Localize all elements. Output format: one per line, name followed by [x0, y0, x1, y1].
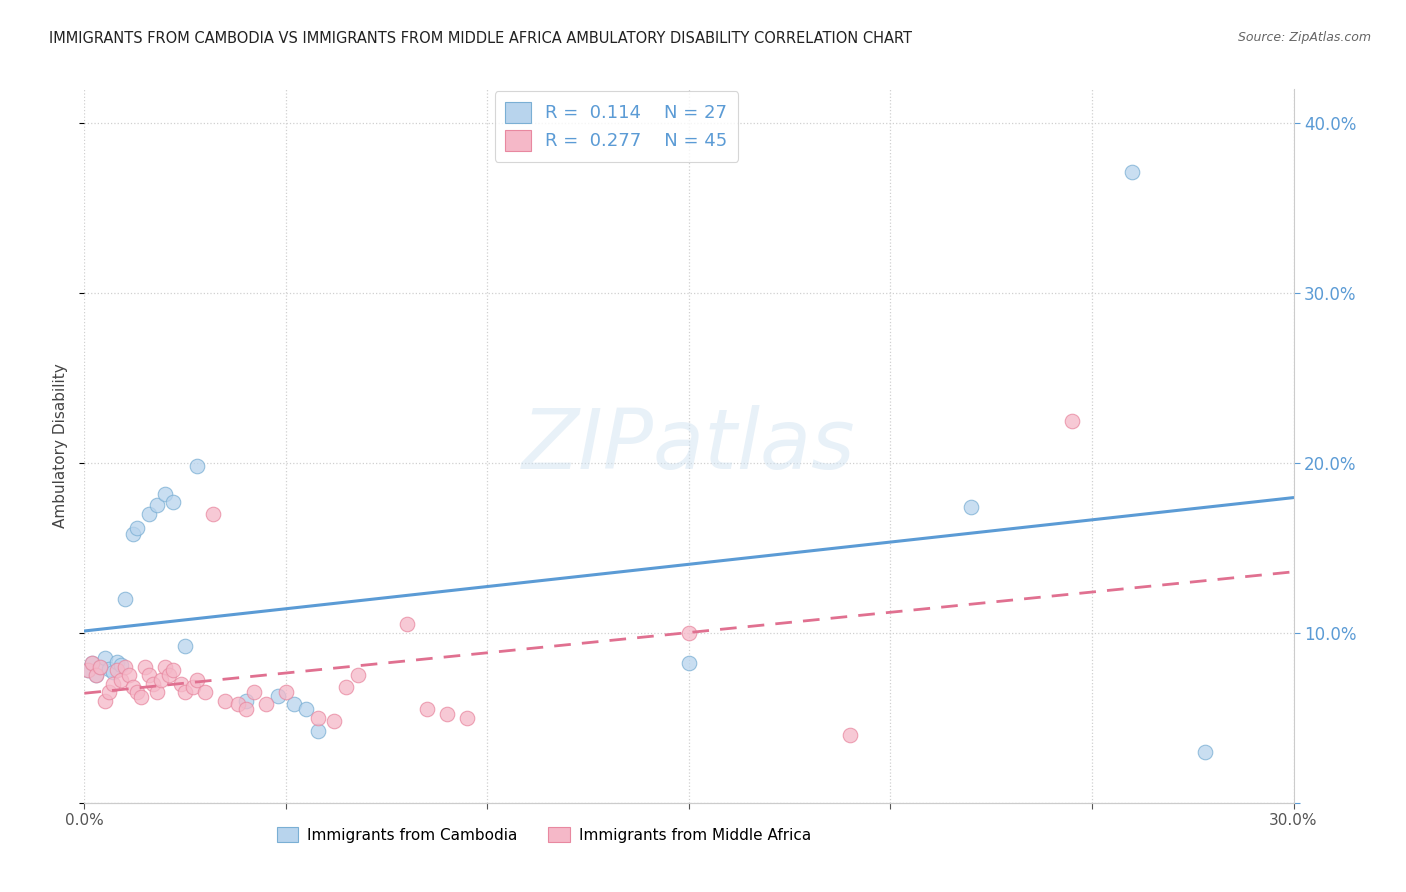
- Point: [149, 673, 172, 688]
- Point: [142, 677, 165, 691]
- Point: [77, 663, 100, 677]
- Point: [960, 500, 983, 515]
- Point: [202, 507, 225, 521]
- Point: [105, 655, 128, 669]
- Point: [162, 495, 184, 509]
- Point: [456, 711, 478, 725]
- Point: [181, 680, 204, 694]
- Point: [138, 668, 160, 682]
- Point: [1060, 413, 1083, 427]
- Point: [129, 690, 152, 705]
- Point: [162, 663, 184, 677]
- Point: [93, 694, 115, 708]
- Point: [153, 486, 176, 500]
- Point: [121, 680, 143, 694]
- Point: [347, 668, 370, 682]
- Legend: Immigrants from Cambodia, Immigrants from Middle Africa: Immigrants from Cambodia, Immigrants fro…: [270, 821, 817, 848]
- Point: [86, 668, 108, 682]
- Point: [157, 668, 180, 682]
- Point: [295, 702, 318, 716]
- Point: [274, 685, 297, 699]
- Text: Source: ZipAtlas.com: Source: ZipAtlas.com: [1237, 31, 1371, 45]
- Point: [323, 714, 346, 729]
- Point: [93, 651, 115, 665]
- Point: [170, 677, 193, 691]
- Point: [267, 689, 290, 703]
- Point: [97, 662, 120, 676]
- Point: [89, 660, 111, 674]
- Point: [307, 724, 329, 739]
- Point: [254, 698, 277, 712]
- Point: [134, 660, 156, 674]
- Point: [101, 665, 124, 679]
- Point: [101, 677, 124, 691]
- Point: [146, 685, 169, 699]
- Point: [194, 685, 217, 699]
- Point: [121, 527, 143, 541]
- Point: [1194, 745, 1216, 759]
- Point: [125, 520, 148, 534]
- Point: [125, 685, 148, 699]
- Point: [416, 702, 439, 716]
- Point: [105, 663, 128, 677]
- Point: [678, 657, 700, 671]
- Point: [174, 685, 197, 699]
- Point: [242, 685, 264, 699]
- Point: [77, 663, 100, 677]
- Y-axis label: Ambulatory Disability: Ambulatory Disability: [53, 364, 69, 528]
- Point: [82, 657, 104, 671]
- Point: [214, 694, 236, 708]
- Point: [436, 707, 458, 722]
- Point: [235, 702, 257, 716]
- Point: [186, 673, 208, 688]
- Point: [153, 660, 176, 674]
- Point: [138, 507, 160, 521]
- Point: [283, 698, 305, 712]
- Point: [678, 626, 700, 640]
- Point: [146, 499, 169, 513]
- Point: [97, 685, 120, 699]
- Point: [235, 694, 257, 708]
- Point: [114, 660, 136, 674]
- Point: [118, 668, 141, 682]
- Text: IMMIGRANTS FROM CAMBODIA VS IMMIGRANTS FROM MIDDLE AFRICA AMBULATORY DISABILITY : IMMIGRANTS FROM CAMBODIA VS IMMIGRANTS F…: [49, 31, 912, 46]
- Point: [89, 660, 111, 674]
- Text: ZIPatlas: ZIPatlas: [522, 406, 856, 486]
- Point: [174, 640, 197, 654]
- Point: [307, 711, 329, 725]
- Point: [226, 698, 249, 712]
- Point: [114, 591, 136, 606]
- Point: [1121, 165, 1143, 179]
- Point: [839, 728, 862, 742]
- Point: [82, 657, 104, 671]
- Point: [395, 617, 418, 632]
- Point: [110, 658, 132, 673]
- Point: [335, 680, 357, 694]
- Point: [86, 668, 108, 682]
- Point: [110, 673, 132, 688]
- Point: [186, 459, 208, 474]
